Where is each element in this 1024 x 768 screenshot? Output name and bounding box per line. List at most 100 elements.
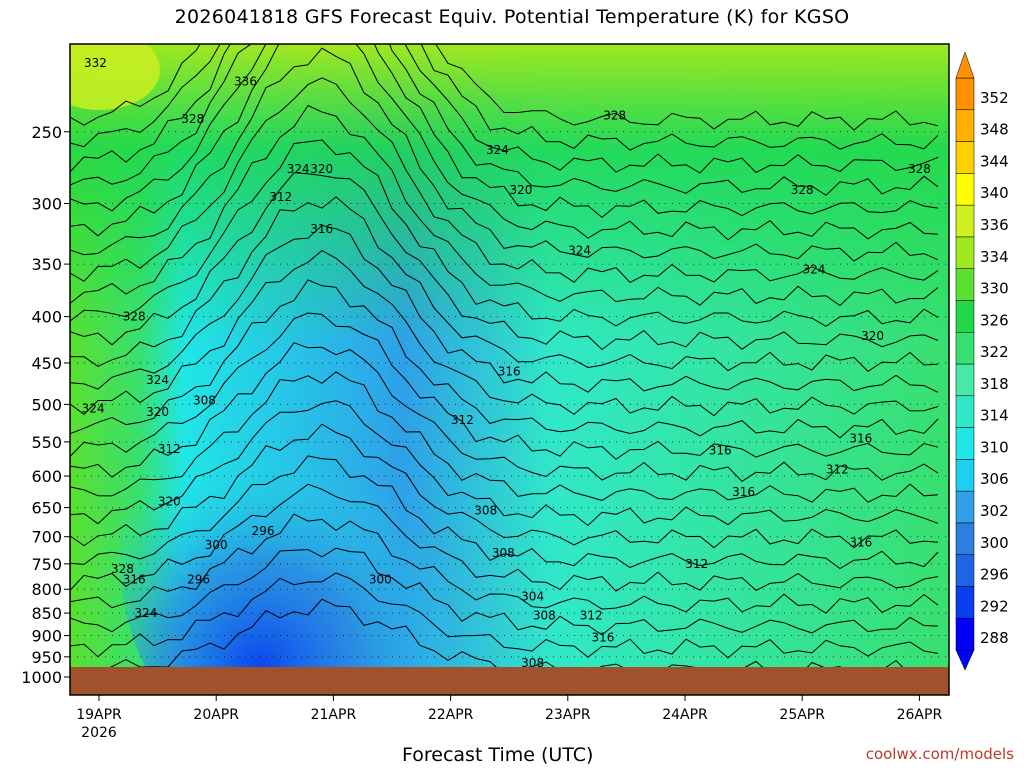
contour-label: 312 [451,413,474,427]
colorbar-label: 318 [980,375,1009,393]
colorbar-label: 300 [980,534,1009,552]
contour-line [70,513,939,614]
contour-line [70,400,939,527]
y-tick-label: 1000 [21,668,62,687]
contour-line [70,44,939,131]
colorbar-label: 326 [980,311,1009,329]
contour-label: 324 [82,401,105,415]
contour-line [70,483,939,592]
contour-line [70,224,939,393]
contour-label: 296 [187,572,210,586]
contour-label: 316 [709,443,732,457]
y-tick-label: 600 [31,467,62,486]
contour-label: 320 [146,405,169,419]
y-tick-label: 550 [31,433,62,452]
colorbar-swatch [955,459,975,492]
contour-label: 308 [521,656,544,670]
colorbar-swatch [955,363,975,397]
colorbar-label: 314 [980,407,1009,425]
contour-label: 324 [486,143,509,157]
colorbar-label: 322 [980,343,1009,361]
contour-label: 308 [474,504,497,518]
colorbar-swatch [955,554,975,587]
contour-label: 316 [310,222,333,236]
colorbar-swatch [955,77,975,111]
contour-label: 320 [158,494,181,508]
contour-label: 332 [84,56,107,70]
y-tick-label: 700 [31,528,62,547]
contour-line [70,172,939,351]
y-tick-label: 500 [31,395,62,414]
colorbar-swatch [955,427,975,460]
colorbar-swatch [955,490,975,524]
contour-label: 300 [205,538,228,552]
colorbar-swatch [955,395,975,428]
contour-line [70,279,939,439]
contour-label: 312 [826,462,849,476]
x-tick-label: 23APR [545,707,591,723]
contour-label: 300 [369,572,392,586]
contour-label: 308 [533,608,556,622]
contour-label: 320 [861,329,884,343]
colorbar-label: 336 [980,216,1009,234]
colorbar-label: 296 [980,566,1009,584]
x-tick-label: 25APR [779,707,825,723]
colorbar-swatch [955,109,975,142]
contour-label: 312 [269,190,292,204]
contour-line [70,371,939,503]
terrain-ground [70,667,949,695]
contour-line [70,455,939,570]
y-tick-label: 350 [31,255,62,274]
contour-line [70,342,939,482]
y-tick-label: 650 [31,499,62,518]
colorbar-label: 292 [980,597,1009,615]
contour-label: 324 [287,162,310,176]
contour-line [70,572,939,659]
contour-label: 328 [908,162,931,176]
chart-title: 2026041818 GFS Forecast Equiv. Potential… [174,6,850,28]
contour-label: 312 [580,608,603,622]
contour-label: 316 [732,485,755,499]
colorbar-label: 288 [980,629,1009,647]
colorbar-swatch [955,331,975,365]
contour-label: 324 [134,606,157,620]
x-axis-label: Forecast Time (UTC) [402,744,594,766]
colorbar-label: 348 [980,121,1009,139]
x-tick-label: 24APR [662,707,708,723]
contour-label: 324 [802,263,825,277]
y-tick-label: 450 [31,354,62,373]
contour-label: 320 [509,183,532,197]
contour-label: 316 [592,631,615,645]
colorbar-max-arrow [955,51,975,79]
y-tick-label: 950 [31,648,62,667]
colorbar-label: 302 [980,502,1009,520]
contour-line [70,44,939,151]
colorbar-swatch [955,522,975,555]
colorbar-swatch [955,268,975,301]
colorbar-swatch [955,236,975,269]
contour-label: 304 [521,590,544,604]
contour-label: 312 [685,557,708,571]
colorbar-label: 310 [980,438,1009,456]
x-tick-label: 22APR [428,707,474,723]
colorbar-swatch [955,617,975,651]
contour-label: 328 [791,183,814,197]
y-tick-label: 250 [31,123,62,142]
contour-label: 316 [498,365,521,379]
colorbar-swatch [955,173,975,206]
x-tick-label: 21APR [311,707,357,723]
y-tick-label: 900 [31,627,62,646]
contour-line [70,47,939,262]
colorbar-swatch [955,300,975,333]
credit-text: coolwx.com/models [865,745,1014,763]
colorbar-min-arrow [955,649,975,671]
contour-line [70,249,939,417]
colorbar-label: 334 [980,248,1009,266]
y-tick-label: 400 [31,308,62,327]
colorbar-swatch [955,204,975,238]
y-tick-label: 750 [31,555,62,574]
contour-label: 316 [123,572,146,586]
contour-label: 308 [193,393,216,407]
contour-label: 312 [158,442,181,456]
contour-label: 324 [146,373,169,387]
